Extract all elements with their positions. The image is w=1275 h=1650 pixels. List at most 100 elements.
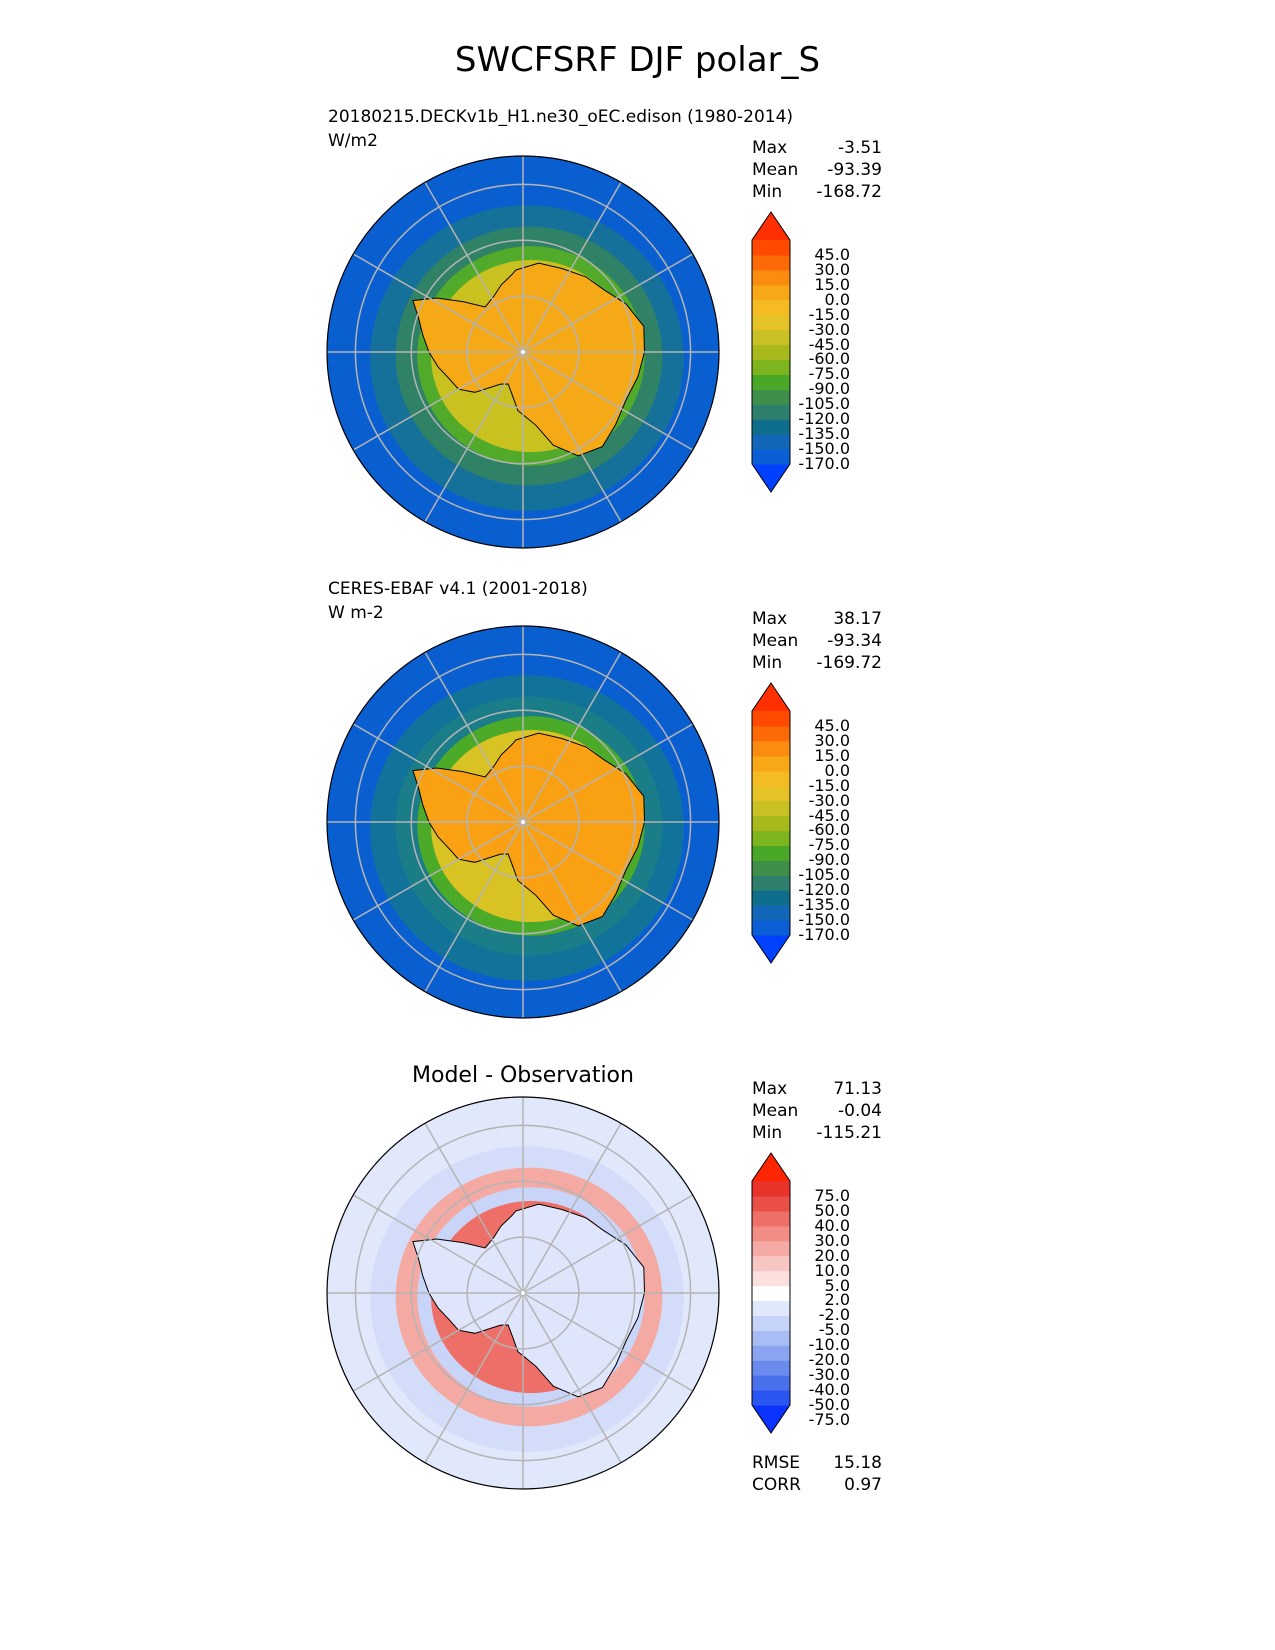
colorbar3-tick-label: -30.0	[808, 1365, 850, 1385]
panel2-map	[326, 625, 720, 1019]
colorbar-under-extension	[752, 1405, 790, 1433]
colorbar-over-extension	[752, 212, 790, 240]
colorbar-segment	[752, 845, 790, 861]
colorbar-segment	[752, 419, 790, 435]
pole-marker	[521, 350, 525, 354]
meridian-gridline	[352, 1292, 524, 1392]
colorbar-segment	[752, 755, 790, 772]
colorbar-outline	[751, 1152, 791, 1434]
panel3-corr-value: 0.97	[844, 1475, 882, 1495]
panel1-min-value: -168.72	[816, 182, 882, 202]
meridian-gridline	[522, 181, 622, 353]
colorbar-segment	[752, 1360, 790, 1376]
panel3-stats: Max 71.13 Mean -0.04 Min -115.21	[752, 1078, 882, 1144]
panel3-colorbar	[751, 1152, 791, 1434]
colorbar-segment	[752, 1255, 790, 1272]
colorbar2-tick-label: -75.0	[808, 835, 850, 855]
panel3-mean-label: Mean	[752, 1101, 799, 1121]
panel3-field	[327, 1097, 719, 1489]
panel2-mean-value: -93.34	[827, 631, 882, 651]
panel3-map	[326, 1096, 720, 1490]
colorbar-segment	[752, 240, 790, 256]
colorbar1-tick-label: -75.0	[808, 364, 850, 384]
meridian-gridline	[522, 821, 622, 993]
colorbar-segment	[752, 1300, 790, 1316]
panel3-corr-label: CORR	[752, 1475, 801, 1495]
colorbar-segment	[752, 711, 790, 727]
panel2-stats: Max 38.17 Mean -93.34 Min -169.72	[752, 608, 882, 674]
colorbar3-tick-label: 20.0	[814, 1245, 850, 1265]
colorbar3-tick-label: 75.0	[814, 1185, 850, 1205]
meridian-gridline	[352, 723, 524, 823]
meridian-gridline	[424, 1122, 524, 1294]
panel1-colorbar	[751, 211, 791, 493]
colorbar-segment	[752, 269, 790, 286]
meridian-gridline	[522, 1292, 694, 1392]
antarctica-coastline	[412, 1203, 646, 1398]
panel2-units: W m-2	[328, 603, 384, 623]
colorbar-outline	[751, 211, 791, 493]
colorbar3-tick-label: 50.0	[814, 1200, 850, 1220]
colorbar-segment	[752, 449, 790, 465]
colorbar1-tick-label: -90.0	[808, 379, 850, 399]
colorbar2-tick-label: -15.0	[808, 775, 850, 795]
map-boundary	[326, 625, 720, 1019]
panel3-max-label: Max	[752, 1079, 788, 1099]
panel2-min-label: Min	[752, 653, 783, 673]
colorbar-segment	[752, 1181, 790, 1197]
colorbar-segment	[752, 920, 790, 936]
colorbar-segment	[752, 785, 790, 802]
meridian-gridline	[424, 821, 524, 993]
meridian-gridline	[522, 253, 694, 353]
antarctica-coastline	[412, 732, 646, 927]
colorbar-segment	[752, 770, 790, 787]
map-boundary	[326, 1096, 720, 1490]
colorbar-segment	[752, 815, 790, 832]
colorbar2-tick-label: -150.0	[798, 910, 850, 930]
colorbar-segment	[752, 890, 790, 906]
colorbar1-tick-label: 45.0	[814, 244, 850, 264]
panel1-mean-value: -93.39	[827, 160, 882, 180]
colorbar1-tick-label: -105.0	[798, 394, 850, 414]
panel1-map	[326, 155, 720, 549]
colorbar1-tick-label: -120.0	[798, 409, 850, 429]
colorbar1-tick-label: -150.0	[798, 439, 850, 459]
colorbar-over-extension	[752, 1153, 790, 1181]
panel3-title: Model - Observation	[412, 1063, 634, 1088]
colorbar-outline	[751, 682, 791, 964]
panel2-min-value: -169.72	[816, 653, 882, 673]
colorbar3-tick-label: 30.0	[814, 1230, 850, 1250]
panel1-max-value: -3.51	[838, 138, 882, 158]
colorbar2-tick-label: -45.0	[808, 805, 850, 825]
meridian-gridline	[352, 821, 524, 921]
meridian-gridline	[522, 351, 622, 523]
colorbar2-tick-label: 0.0	[824, 760, 850, 780]
colorbar3-tick-label: -5.0	[818, 1320, 850, 1340]
colorbar-segment	[752, 374, 790, 390]
panel3-rmse-label: RMSE	[752, 1453, 801, 1473]
colorbar2-tick-label: 45.0	[814, 715, 850, 735]
colorbar2-tick-label: -30.0	[808, 790, 850, 810]
colorbar-over-extension	[752, 683, 790, 711]
colorbar1-tick-label: -135.0	[798, 424, 850, 444]
colorbar-segment	[752, 740, 790, 757]
panel2-title-block: CERES-EBAF v4.1 (2001-2018) W m-2	[328, 577, 588, 625]
colorbar1-tick-label: 30.0	[814, 259, 850, 279]
colorbar-segment	[752, 1345, 790, 1361]
colorbar-segment	[752, 434, 790, 450]
colorbar3-tick-label: -40.0	[808, 1380, 850, 1400]
colorbar-segment	[752, 299, 790, 316]
colorbar-segment	[752, 314, 790, 331]
panel1-max-label: Max	[752, 138, 788, 158]
colorbar-segment	[752, 800, 790, 817]
panel3-min-label: Min	[752, 1123, 783, 1143]
meridian-gridline	[522, 351, 694, 451]
colorbar-segment	[752, 1210, 790, 1227]
colorbar1-tick-label: -170.0	[798, 454, 850, 473]
colorbar-segment	[752, 1225, 790, 1242]
panel2-colorbar	[751, 682, 791, 964]
colorbar-segment	[752, 905, 790, 921]
pole-marker	[521, 1291, 525, 1295]
meridian-gridline	[352, 351, 524, 451]
panel1-min-label: Min	[752, 182, 783, 202]
